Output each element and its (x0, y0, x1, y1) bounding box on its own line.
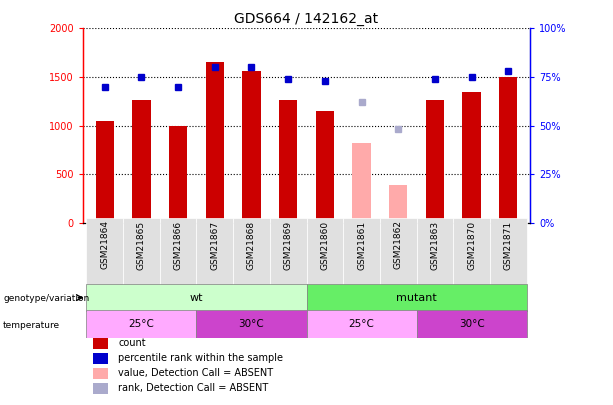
Bar (196, 218, 233, 288)
Bar (93, 353, 108, 364)
Text: 25°C: 25°C (349, 319, 375, 329)
Text: value, Detection Call = ABSENT: value, Detection Call = ABSENT (118, 368, 273, 378)
Text: count: count (118, 338, 146, 348)
Bar (123, 218, 160, 288)
Bar (96, 121, 114, 223)
Bar (380, 218, 417, 288)
Bar (169, 126, 188, 223)
Text: GSM21870: GSM21870 (467, 220, 476, 270)
Bar (132, 100, 151, 223)
Text: genotype/variation: genotype/variation (3, 294, 89, 303)
Bar (316, 111, 334, 223)
Text: GSM21867: GSM21867 (210, 220, 219, 270)
Text: GSM21860: GSM21860 (321, 220, 329, 270)
Bar (93, 337, 108, 349)
Bar (86, 284, 306, 312)
Bar (453, 218, 490, 288)
Bar (425, 100, 444, 223)
Text: GSM21864: GSM21864 (101, 220, 109, 269)
Bar (86, 310, 196, 338)
Bar (343, 218, 380, 288)
Text: GSM21865: GSM21865 (137, 220, 146, 270)
Text: mutant: mutant (396, 293, 437, 303)
Text: GSM21862: GSM21862 (394, 220, 403, 269)
Bar (389, 185, 408, 223)
Text: temperature: temperature (3, 320, 60, 330)
Text: GSM21866: GSM21866 (173, 220, 183, 270)
Bar (270, 218, 306, 288)
Bar (242, 71, 261, 223)
Text: GSM21861: GSM21861 (357, 220, 366, 270)
Text: 30°C: 30°C (459, 319, 484, 329)
Bar (417, 310, 527, 338)
Bar (306, 310, 417, 338)
Bar (490, 218, 527, 288)
Bar (279, 100, 297, 223)
Text: GSM21871: GSM21871 (504, 220, 512, 270)
Text: percentile rank within the sample: percentile rank within the sample (118, 353, 283, 363)
Bar (233, 218, 270, 288)
Bar (306, 284, 527, 312)
Text: GSM21863: GSM21863 (430, 220, 440, 270)
Title: GDS664 / 142162_at: GDS664 / 142162_at (234, 12, 379, 26)
Text: wt: wt (189, 293, 204, 303)
Bar (306, 218, 343, 288)
Bar (86, 218, 123, 288)
Bar (462, 92, 481, 223)
Bar (352, 143, 371, 223)
Bar (417, 218, 453, 288)
Bar (160, 218, 196, 288)
Bar (196, 310, 306, 338)
Text: 25°C: 25°C (129, 319, 154, 329)
Text: GSM21868: GSM21868 (247, 220, 256, 270)
Text: GSM21869: GSM21869 (284, 220, 292, 270)
Text: rank, Detection Call = ABSENT: rank, Detection Call = ABSENT (118, 384, 268, 394)
Text: 30°C: 30°C (238, 319, 264, 329)
Bar (93, 383, 108, 394)
Bar (93, 368, 108, 379)
Bar (205, 62, 224, 223)
Bar (499, 77, 517, 223)
